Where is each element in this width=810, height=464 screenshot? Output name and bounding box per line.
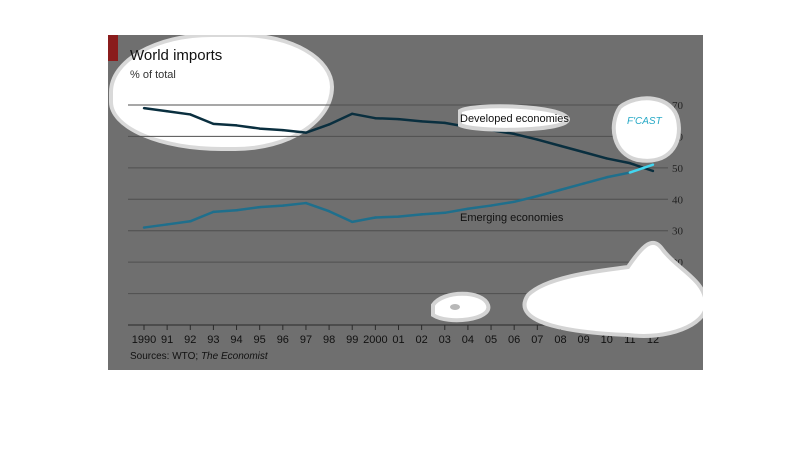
data-point [142, 106, 146, 110]
data-point [165, 223, 169, 226]
data-point [443, 121, 446, 125]
x-tick-label: 07 [531, 334, 543, 346]
x-tick-label: 06 [508, 334, 520, 346]
data-point [374, 216, 377, 219]
x-tick-label: 10 [601, 334, 613, 346]
x-tick-label: 02 [416, 334, 428, 346]
x-tick-label: 97 [300, 334, 312, 346]
chart-subtitle: % of total [130, 69, 176, 81]
x-tick-label: 09 [577, 334, 589, 346]
x-tick-label: 91 [161, 334, 173, 346]
y-tick-label: 50 [672, 163, 684, 175]
data-point [304, 201, 308, 205]
x-tick-label: 01 [392, 334, 404, 346]
x-tick-label: 1990 [132, 334, 156, 346]
data-point [258, 205, 261, 209]
y-tick-label: 70 [672, 100, 684, 112]
data-point [605, 176, 608, 179]
data-point [628, 171, 632, 174]
chart-panel: World imports % of total 1990 91 92 93 94 95 9… [108, 35, 703, 370]
series-line-emerging [143, 171, 631, 229]
data-point [582, 182, 585, 185]
line-chart: 1990 91 92 93 94 95 96 97 98 99 2000 01 02 03 04 05 06 07… [128, 96, 703, 346]
data-point [628, 161, 632, 165]
data-point [466, 207, 470, 210]
y-tick-label: 40 [672, 194, 684, 206]
data-point [420, 213, 423, 216]
x-tick-label: 2000 [363, 334, 387, 346]
x-tick-label: 92 [184, 334, 196, 346]
data-point [165, 110, 169, 113]
series-label-developed: Developed economies [460, 113, 569, 125]
data-point [559, 188, 562, 192]
redaction-blob [431, 291, 491, 323]
forecast-line-emerging [629, 163, 654, 174]
x-tick-label: 96 [277, 334, 289, 346]
data-point [443, 211, 446, 214]
series-label-emerging: Emerging economies [460, 212, 564, 224]
data-point [651, 169, 655, 173]
x-tick-label: 93 [207, 334, 219, 346]
data-point [512, 132, 516, 136]
x-tick-label: 99 [346, 334, 358, 346]
series-line-developed [143, 106, 631, 165]
data-point [281, 128, 285, 132]
data-point [189, 220, 192, 223]
data-point [235, 124, 238, 127]
x-tick-label: 94 [230, 334, 242, 346]
x-tick-label: 05 [485, 334, 497, 346]
redaction-blob [458, 104, 570, 132]
data-point [351, 220, 354, 224]
source-prefix: Sources: WTO; [130, 351, 199, 362]
x-tick-label: 11 [624, 334, 635, 346]
data-point [327, 123, 331, 126]
data-point [281, 204, 285, 207]
data-point [304, 131, 308, 134]
data-point [212, 122, 215, 126]
x-tick-label: 98 [323, 334, 335, 346]
data-point [559, 144, 562, 148]
data-point [374, 117, 377, 120]
source-note: Sources: WTO; The Economist [130, 351, 268, 362]
data-point [651, 163, 655, 166]
y-tick-label: 30 [672, 226, 684, 238]
redaction-blob [611, 96, 681, 163]
x-tick-label: 95 [254, 334, 266, 346]
forecast-label: F'CAST [627, 116, 663, 127]
x-tick-label: 04 [462, 334, 474, 346]
data-point [536, 138, 539, 141]
redaction-blob [450, 304, 460, 310]
data-point [605, 157, 608, 160]
x-tick-label: 08 [554, 334, 566, 346]
data-point [327, 210, 331, 213]
data-point [258, 127, 261, 130]
data-point [512, 200, 516, 203]
data-point [489, 204, 493, 207]
x-tick-label: 03 [439, 334, 451, 346]
data-point [351, 112, 354, 116]
chart-title: World imports [130, 47, 223, 64]
data-point [235, 209, 238, 212]
brand-tab [108, 35, 118, 61]
data-point [142, 226, 146, 229]
data-point [582, 150, 585, 154]
data-point [536, 194, 539, 198]
data-point [397, 117, 400, 121]
data-point [397, 215, 400, 218]
redaction-blob [522, 240, 703, 338]
redaction-blob [113, 37, 330, 147]
forecast-line-developed [629, 161, 654, 173]
source-publication: The Economist [200, 351, 268, 362]
data-point [420, 120, 423, 123]
data-point [212, 210, 215, 214]
data-point [189, 113, 192, 116]
